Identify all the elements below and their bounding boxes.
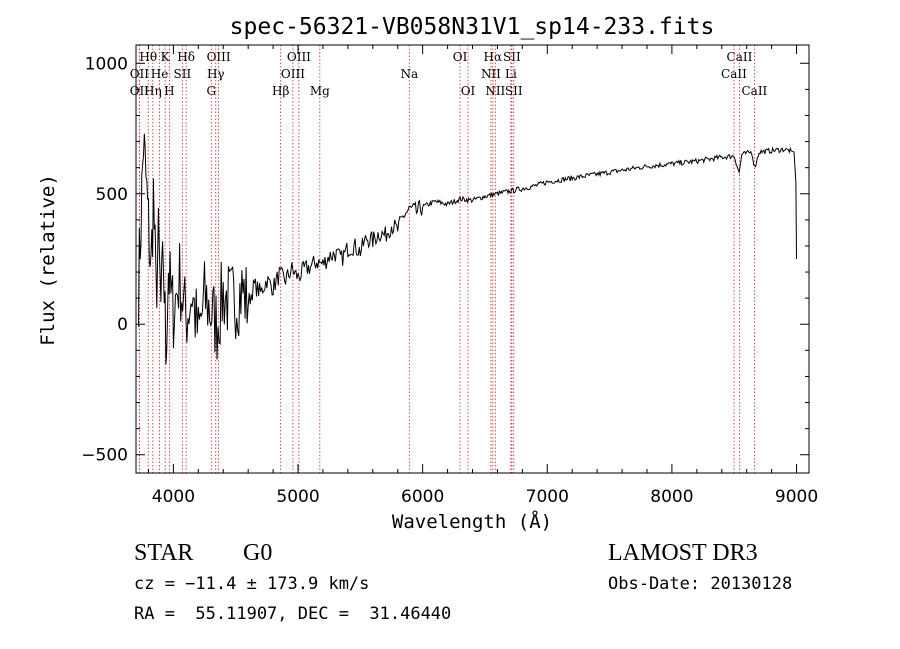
spectral-line-label: He: [151, 67, 169, 81]
chart-title: spec-56321-VB058N31V1_sp14-233.fits: [230, 14, 715, 40]
axes: 4000 5000 6000 7000 8000 9000 −500 0 500 1000: [81, 44, 818, 507]
spectral-line-label: Hβ: [272, 84, 289, 98]
coordinates: RA = 55.11907, DEC = 31.46440: [134, 604, 452, 624]
y-tick-label: 0: [117, 315, 128, 335]
spectral-line-label: Hγ: [207, 67, 225, 81]
spectral-line-label: G: [206, 84, 216, 98]
spectral-line-label: SII: [505, 84, 523, 98]
spectral-line-label: NII: [481, 67, 501, 81]
object-subclass: G0: [243, 540, 273, 566]
x-tick-label: 4000: [152, 487, 195, 507]
spectral-line-label: Mg: [310, 84, 330, 98]
spectral-line-label: CaII: [721, 67, 747, 81]
survey-name: LAMOST DR3: [608, 540, 758, 566]
plot-frame: [135, 44, 810, 474]
spectral-line-label: OII: [130, 84, 150, 98]
spectral-line-label: OI: [461, 84, 476, 98]
spectral-line-label: OIII: [287, 50, 311, 64]
spectral-line-label: Li: [505, 67, 517, 81]
x-tick-label: 7000: [526, 487, 569, 507]
y-tick-label: −500: [81, 446, 128, 466]
spectral-line-label: Hα: [484, 50, 503, 64]
y-tick-label: 500: [96, 185, 128, 205]
spectral-line-label: H: [164, 84, 174, 98]
x-tick-label: 8000: [650, 487, 693, 507]
spectral-line-label: Hθ: [139, 50, 157, 64]
flux-series-line: [138, 133, 797, 365]
object-class: STAR: [134, 540, 194, 566]
y-axis-label: Flux (relative): [37, 174, 59, 346]
spectral-line-label: OI: [453, 50, 468, 64]
y-tick-label: 1000: [85, 54, 128, 74]
redshift-cz: cz = −11.4 ± 173.9 km/s: [134, 574, 370, 594]
spectral-line-label: OIII: [207, 50, 231, 64]
x-axis-label: Wavelength (Å): [392, 510, 552, 533]
spectral-line-label: SII: [174, 67, 192, 81]
observation-date: Obs-Date: 20130128: [608, 574, 793, 594]
x-tick-label: 6000: [401, 487, 444, 507]
spectral-line-label: CaII: [727, 50, 753, 64]
spectral-line-label: Hη: [144, 84, 162, 98]
spectral-line-label: SII: [503, 50, 521, 64]
spectral-line-label: OIII: [281, 67, 305, 81]
x-tick-label: 5000: [276, 487, 319, 507]
spectral-line-label: NII: [485, 84, 505, 98]
spectral-line-label: Na: [400, 67, 418, 81]
x-tick-label: 9000: [775, 487, 818, 507]
spectral-line-label: Hδ: [177, 50, 195, 64]
spectral-line-label: K: [161, 50, 171, 64]
spectral-line-label: CaII: [741, 84, 767, 98]
